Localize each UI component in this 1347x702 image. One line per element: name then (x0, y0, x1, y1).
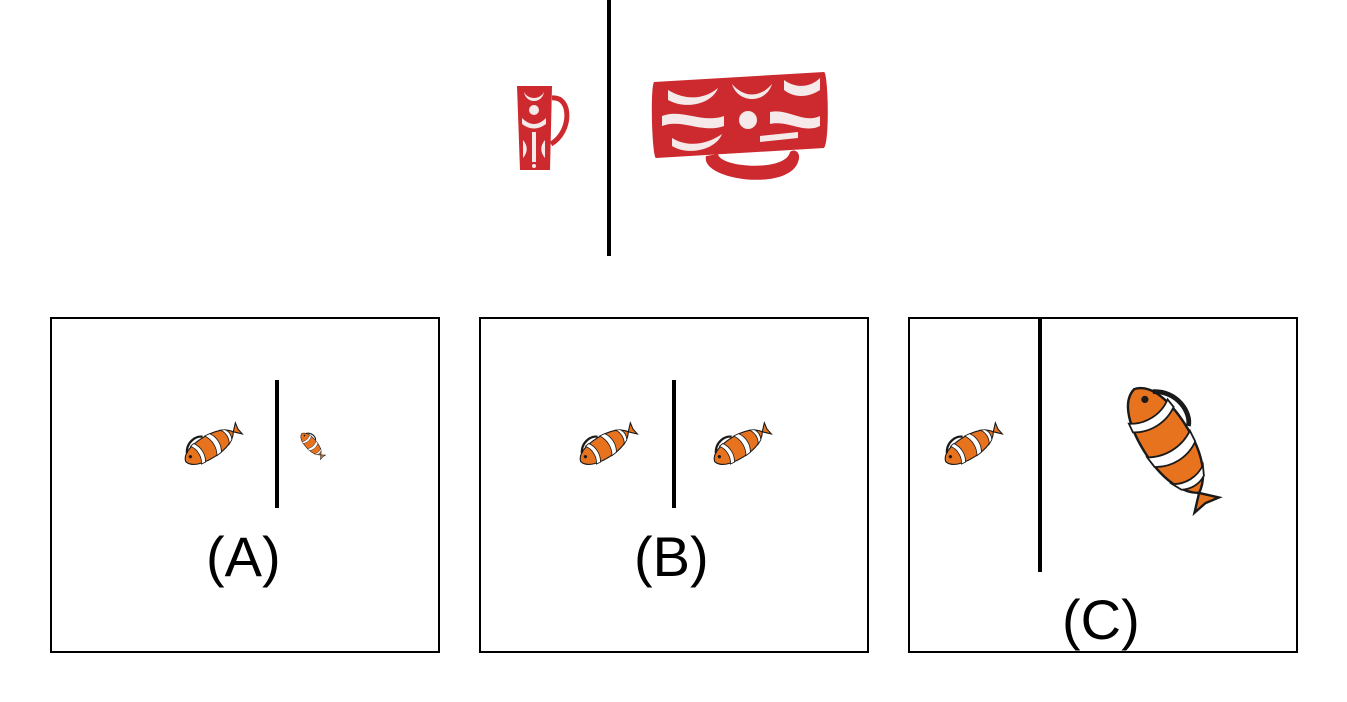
clownfish-icon (936, 414, 1007, 473)
option-a-divider (275, 380, 279, 508)
example-divider (607, 0, 611, 256)
clownfish-large-rotated-icon (1106, 373, 1226, 507)
red-mug-rotated-icon (651, 72, 828, 180)
clownfish-small-rotated-icon (296, 427, 330, 462)
clownfish-icon (705, 414, 776, 473)
option-a-label: (A) (206, 525, 281, 588)
option-b-label: (B) (634, 525, 709, 588)
clownfish-icon (176, 414, 247, 473)
option-b-panel[interactable]: (B) (479, 317, 869, 653)
option-c-panel[interactable]: (C) (908, 317, 1298, 653)
clownfish-icon (571, 414, 642, 473)
option-a-panel[interactable]: (A) (50, 317, 440, 653)
tall-red-mug-icon (517, 86, 570, 170)
option-c-label: (C) (1062, 588, 1140, 651)
option-b-divider (672, 380, 676, 508)
option-c-divider (1038, 319, 1042, 572)
